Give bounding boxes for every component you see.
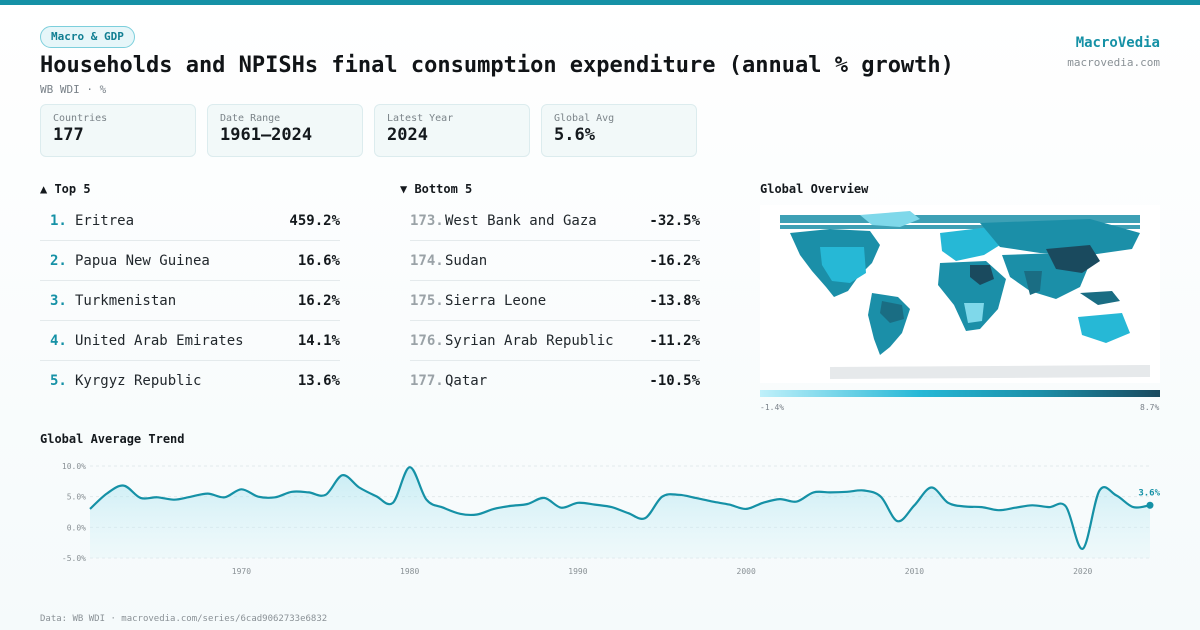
rank-number: 174.: [410, 253, 444, 269]
rank-value: -16.2%: [649, 253, 700, 269]
rank-value: 459.2%: [289, 213, 340, 229]
rank-value: -10.5%: [649, 373, 700, 389]
brand: MacroVedia macrovedia.com: [1067, 35, 1160, 69]
last-point-marker: [1146, 501, 1154, 509]
list-item[interactable]: 174. Sudan -16.2%: [410, 241, 700, 281]
rank-value: 14.1%: [297, 333, 340, 349]
map-greenland[interactable]: [860, 211, 920, 227]
stat-label: Date Range: [220, 113, 281, 124]
stat-value: 177: [53, 125, 84, 145]
stat-label: Countries: [53, 113, 108, 124]
y-tick-label: 5.0%: [67, 493, 86, 502]
rank-value: -32.5%: [649, 213, 700, 229]
world-choropleth-map[interactable]: [760, 205, 1160, 383]
stat-card-countries: Countries 177: [40, 104, 196, 157]
rank-number: 4.: [50, 333, 67, 349]
bottom5-title: ▼ Bottom 5: [400, 182, 473, 196]
x-tick-label: 2000: [737, 567, 756, 576]
page-title: Households and NPISHs final consumption …: [40, 53, 954, 78]
country-name: West Bank and Gaza: [445, 213, 597, 229]
rank-value: 16.2%: [297, 293, 340, 309]
rank-number: 3.: [50, 293, 67, 309]
rank-value: -13.8%: [649, 293, 700, 309]
stat-card-latest-year: Latest Year 2024: [374, 104, 530, 157]
series-area: [90, 467, 1150, 558]
map-southeast-asia[interactable]: [1080, 291, 1120, 305]
map-antarctica: [830, 365, 1150, 379]
rank-value: -11.2%: [649, 333, 700, 349]
country-name: Syrian Arab Republic: [445, 333, 614, 349]
map-china[interactable]: [1046, 245, 1100, 273]
rank-number: 5.: [50, 373, 67, 389]
map-title: Global Overview: [760, 182, 869, 196]
trend-title: Global Average Trend: [40, 432, 185, 446]
y-tick-label: -5.0%: [62, 554, 86, 563]
list-item[interactable]: 2. Papua New Guinea 16.6%: [40, 241, 340, 281]
country-name: United Arab Emirates: [75, 333, 244, 349]
list-item[interactable]: 176. Syrian Arab Republic -11.2%: [410, 321, 700, 361]
map-usa[interactable]: [820, 247, 866, 283]
map-russia[interactable]: [980, 219, 1140, 255]
x-tick-label: 1990: [568, 567, 587, 576]
x-tick-label: 1980: [400, 567, 419, 576]
list-item[interactable]: 4. United Arab Emirates 14.1%: [40, 321, 340, 361]
bottom5-list: 173. West Bank and Gaza -32.5% 174. Suda…: [410, 201, 700, 401]
country-name: Papua New Guinea: [75, 253, 210, 269]
list-item[interactable]: 5. Kyrgyz Republic 13.6%: [40, 361, 340, 401]
stat-value: 2024: [387, 125, 428, 145]
rank-number: 175.: [410, 293, 444, 309]
map-legend-min: -1.4%: [760, 403, 785, 412]
rank-number: 177.: [410, 373, 444, 389]
rank-value: 16.6%: [297, 253, 340, 269]
map-india[interactable]: [1024, 271, 1042, 295]
map-southern-africa[interactable]: [964, 303, 984, 323]
x-tick-label: 1970: [232, 567, 251, 576]
rank-number: 1.: [50, 213, 67, 229]
list-item[interactable]: 3. Turkmenistan 16.2%: [40, 281, 340, 321]
country-name: Kyrgyz Republic: [75, 373, 202, 389]
stat-label: Global Avg: [554, 113, 615, 124]
country-name: Sierra Leone: [445, 293, 547, 309]
map-europe[interactable]: [940, 227, 1000, 261]
map-australia[interactable]: [1078, 313, 1130, 343]
stat-value: 5.6%: [554, 125, 595, 145]
map-legend-max: 8.7%: [1140, 403, 1160, 412]
stat-value: 1961–2024: [220, 125, 313, 145]
trend-chart[interactable]: 10.0% 5.0% 0.0% -5.0% 1970 1980 1990 2000 2010 20…: [0, 455, 1200, 580]
country-name: Sudan: [445, 253, 488, 269]
last-value-label: 3.6%: [1138, 488, 1160, 498]
stat-card-global-avg: Global Avg 5.6%: [541, 104, 697, 157]
rank-value: 13.6%: [297, 373, 340, 389]
top5-list: 1. Eritrea 459.2% 2. Papua New Guinea 16…: [40, 201, 340, 401]
rank-number: 173.: [410, 213, 444, 229]
rank-number: 176.: [410, 333, 444, 349]
map-arctic-gap: [780, 223, 1140, 225]
country-name: Eritrea: [75, 213, 135, 229]
list-item[interactable]: 1. Eritrea 459.2%: [40, 201, 340, 241]
y-tick-label: 10.0%: [62, 462, 86, 471]
x-tick-label: 2010: [905, 567, 924, 576]
list-item[interactable]: 175. Sierra Leone -13.8%: [410, 281, 700, 321]
top5-title: ▲ Top 5: [40, 182, 91, 196]
y-tick-label: 0.0%: [67, 523, 86, 532]
country-name: Qatar: [445, 373, 488, 389]
source-footer: Data: WB WDI · macrovedia.com/series/6ca…: [40, 614, 328, 624]
stat-card-date-range: Date Range 1961–2024: [207, 104, 363, 157]
stat-label: Latest Year: [387, 113, 454, 124]
page-subtitle: WB WDI · %: [40, 83, 107, 96]
map-legend-gradient: [760, 390, 1160, 397]
country-name: Turkmenistan: [75, 293, 177, 309]
map-brazil[interactable]: [880, 301, 904, 323]
rank-number: 2.: [50, 253, 67, 269]
list-item[interactable]: 177. Qatar -10.5%: [410, 361, 700, 401]
top-accent-bar: [0, 0, 1200, 5]
series-line: [89, 466, 1151, 550]
map-sahel[interactable]: [970, 265, 994, 285]
x-tick-label: 2020: [1073, 567, 1092, 576]
list-item[interactable]: 173. West Bank and Gaza -32.5%: [410, 201, 700, 241]
brand-name[interactable]: MacroVedia: [1075, 35, 1160, 51]
brand-url[interactable]: macrovedia.com: [1067, 56, 1160, 69]
category-badge[interactable]: Macro & GDP: [40, 26, 135, 48]
